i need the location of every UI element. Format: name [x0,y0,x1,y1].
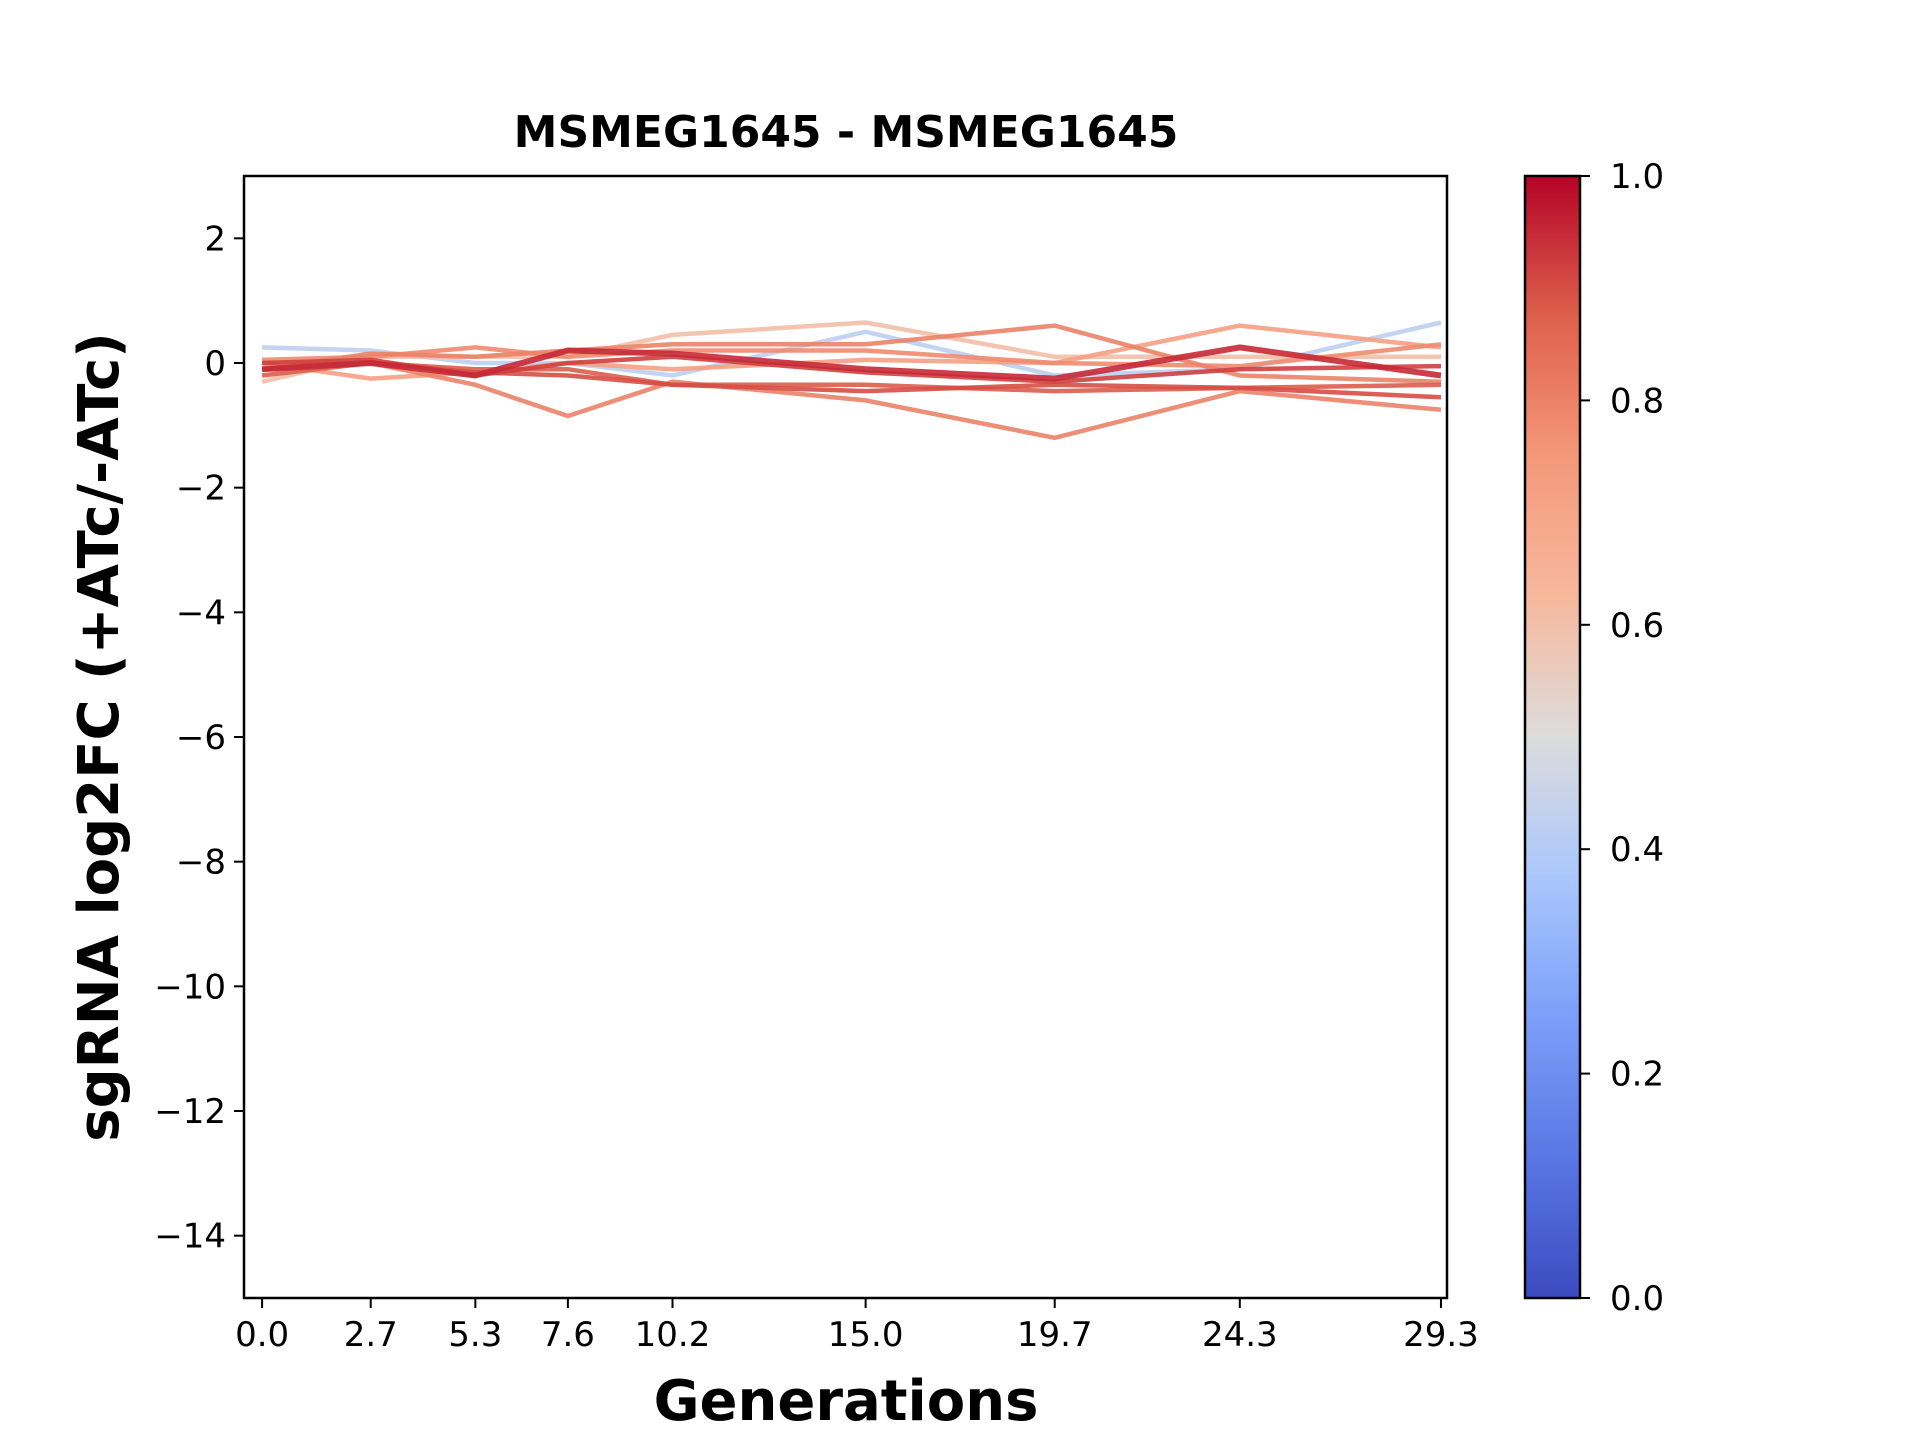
series-lines [261,320,1442,441]
x-tick-label: 7.6 [541,1315,595,1355]
y-axis-label: sgRNA log2FC (+ATc/-ATc) [67,332,132,1142]
colorbar-tick-label: 0.4 [1610,830,1664,870]
series-line-6 [262,360,1442,441]
colorbar-tick-label: 1.0 [1610,157,1664,197]
colorbar [1523,174,1582,1300]
y-tick-label: −6 [176,718,226,758]
y-tick-label: −2 [176,469,226,509]
x-axis-label: Generations [654,1369,1039,1434]
x-tick-label: 15.0 [828,1315,904,1355]
x-axis: 0.0 2.7 5.3 7.6 10.2 15.0 19.7 24.3 29.3 [235,1298,1479,1355]
colorbar-axis: 0.0 0.2 0.4 0.6 0.8 1.0 [1580,157,1664,1319]
y-tick-label: −10 [154,967,226,1007]
y-axis: 2 0 −2 −4 −6 −8 −10 −12 −14 [154,219,244,1257]
colorbar-tick-label: 0.6 [1610,606,1664,646]
x-tick-label: 5.3 [448,1315,502,1355]
colorbar-tick-label: 0.2 [1610,1055,1664,1095]
colorbar-tick-label: 0.8 [1610,381,1664,421]
y-tick-label: 0 [204,344,226,384]
chart-title: MSMEG1645 - MSMEG1645 [514,107,1179,158]
series-line-3 [261,323,1442,381]
series-line-10 [261,344,1442,382]
x-tick-label: 0.0 [235,1315,289,1355]
colorbar-tick-label: 0.0 [1610,1279,1664,1319]
x-tick-label: 24.3 [1202,1315,1278,1355]
x-tick-label: 19.7 [1017,1315,1093,1355]
y-tick-label: −12 [154,1092,226,1132]
x-tick-label: 10.2 [635,1315,711,1355]
x-tick-label: 29.3 [1403,1315,1479,1355]
y-tick-label: −8 [176,843,226,883]
x-tick-label: 2.7 [344,1315,398,1355]
y-tick-label: 2 [204,219,226,259]
y-tick-label: −4 [176,593,226,633]
y-tick-label: −14 [154,1217,226,1257]
